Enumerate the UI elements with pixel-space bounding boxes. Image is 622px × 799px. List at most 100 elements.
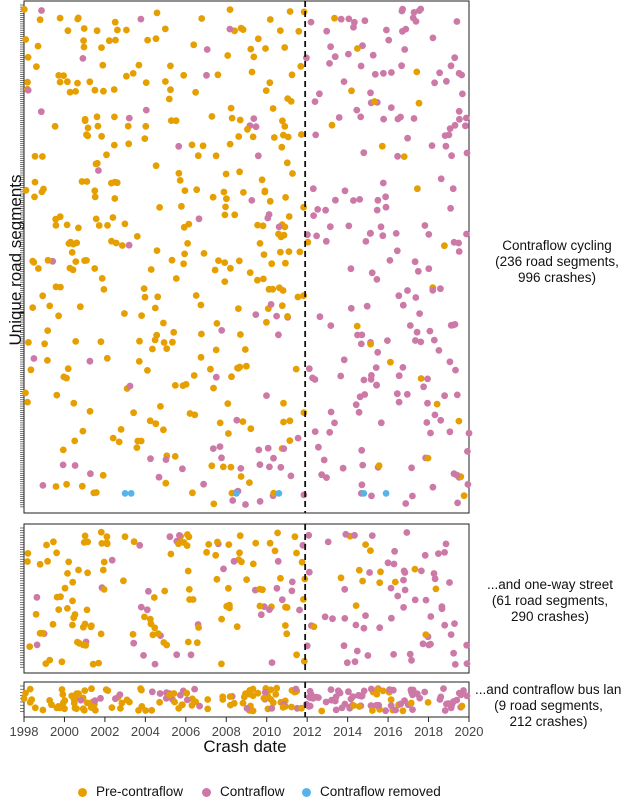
data-point-pre-contraflow xyxy=(391,578,399,586)
data-point-contraflow xyxy=(427,429,434,437)
data-point-contraflow xyxy=(395,398,403,406)
data-point-pre-contraflow xyxy=(83,699,91,707)
data-point-contraflow xyxy=(86,357,94,365)
data-point-contraflow xyxy=(413,690,421,698)
data-point-pre-contraflow xyxy=(274,529,281,537)
data-point-contraflow xyxy=(427,613,435,620)
data-point-contraflow xyxy=(431,411,439,419)
data-point-contraflow xyxy=(451,620,458,627)
data-point-contraflow xyxy=(347,304,355,312)
data-point-contraflow xyxy=(442,540,450,548)
data-point-pre-contraflow xyxy=(100,558,108,566)
data-point-pre-contraflow xyxy=(71,611,79,618)
data-point-contraflow xyxy=(380,69,387,77)
data-point-contraflow xyxy=(175,142,183,150)
data-point-contraflow xyxy=(453,471,461,479)
data-point-contraflow xyxy=(411,596,419,604)
data-point-contraflow xyxy=(345,50,352,58)
data-point-pre-contraflow xyxy=(375,462,383,470)
data-point-contraflow xyxy=(340,78,348,85)
data-point-contraflow xyxy=(305,531,313,539)
data-point-pre-contraflow xyxy=(154,293,162,301)
data-point-contraflow xyxy=(322,237,330,245)
data-point-pre-contraflow xyxy=(224,400,232,407)
data-point-pre-contraflow xyxy=(103,354,111,362)
data-point-contraflow xyxy=(368,269,376,277)
data-point-pre-contraflow xyxy=(293,549,300,557)
data-point-contraflow xyxy=(401,586,409,594)
data-point-pre-contraflow xyxy=(84,538,92,546)
data-point-contraflow xyxy=(441,549,448,556)
data-point-contraflow xyxy=(351,658,359,666)
data-point-contraflow xyxy=(386,257,394,264)
data-point-contraflow xyxy=(368,532,376,539)
data-point-contraflow xyxy=(310,212,317,220)
data-point-contraflow xyxy=(377,223,385,231)
data-point-contraflow xyxy=(130,639,138,647)
data-point-contraflow xyxy=(425,231,433,238)
data-point-pre-contraflow xyxy=(407,699,415,707)
data-point-contraflow xyxy=(288,578,296,586)
data-point-contraflow xyxy=(380,115,387,123)
data-point-contraflow xyxy=(220,565,227,573)
data-point-contraflow xyxy=(30,355,38,362)
data-point-pre-contraflow xyxy=(189,489,196,497)
data-point-pre-contraflow xyxy=(172,117,180,125)
data-point-pre-contraflow xyxy=(241,346,249,353)
data-point-pre-contraflow xyxy=(66,264,74,272)
data-point-pre-contraflow xyxy=(69,578,77,586)
data-point-contraflow xyxy=(340,642,348,650)
data-point-contraflow xyxy=(332,706,340,714)
data-point-pre-contraflow xyxy=(108,704,116,711)
data-point-pre-contraflow xyxy=(111,113,118,121)
data-point-pre-contraflow xyxy=(74,15,82,23)
data-point-pre-contraflow xyxy=(91,265,99,272)
data-point-contraflow xyxy=(448,700,456,708)
data-point-pre-contraflow xyxy=(105,37,113,45)
data-point-pre-contraflow xyxy=(76,303,84,311)
data-point-contraflow xyxy=(108,556,116,564)
data-point-contraflow xyxy=(451,121,459,129)
data-point-contraflow xyxy=(243,705,251,712)
legend-dot-contraflow-removed xyxy=(302,788,311,797)
data-point-contraflow xyxy=(447,204,454,212)
data-point-pre-contraflow xyxy=(118,699,126,707)
data-point-pre-contraflow xyxy=(262,87,270,94)
data-point-pre-contraflow xyxy=(156,698,164,706)
data-point-pre-contraflow xyxy=(22,36,30,43)
data-point-contraflow xyxy=(345,688,352,696)
data-point-pre-contraflow xyxy=(22,186,30,194)
data-point-pre-contraflow xyxy=(226,140,234,148)
data-point-contraflow xyxy=(425,265,433,273)
data-point-contraflow xyxy=(287,472,295,480)
x-tick-label: 2014 xyxy=(333,724,362,739)
data-point-pre-contraflow xyxy=(371,98,378,105)
data-point-contraflow xyxy=(203,46,211,53)
data-point-pre-contraflow xyxy=(160,426,167,434)
data-point-pre-contraflow xyxy=(261,187,269,195)
data-point-pre-contraflow xyxy=(111,18,119,26)
data-point-pre-contraflow xyxy=(180,539,188,546)
data-point-pre-contraflow xyxy=(59,691,67,698)
data-point-pre-contraflow xyxy=(367,547,374,554)
data-point-pre-contraflow xyxy=(181,187,189,195)
data-point-pre-contraflow xyxy=(31,178,39,186)
data-point-pre-contraflow xyxy=(39,706,47,714)
data-point-contraflow xyxy=(424,399,431,407)
data-point-pre-contraflow xyxy=(24,78,31,86)
data-point-contraflow xyxy=(327,408,335,416)
data-point-pre-contraflow xyxy=(98,275,106,282)
data-point-pre-contraflow xyxy=(146,417,154,425)
data-point-pre-contraflow xyxy=(184,638,192,646)
data-point-contraflow xyxy=(355,408,363,416)
x-tick-label: 2006 xyxy=(171,724,200,739)
data-point-pre-contraflow xyxy=(35,265,42,272)
data-point-pre-contraflow xyxy=(249,692,257,700)
data-point-pre-contraflow xyxy=(387,696,395,704)
data-point-pre-contraflow xyxy=(83,178,91,185)
data-point-pre-contraflow xyxy=(276,284,283,292)
data-point-contraflow xyxy=(358,692,365,700)
data-point-contraflow xyxy=(341,187,349,195)
data-point-pre-contraflow xyxy=(184,531,191,538)
data-point-contraflow xyxy=(256,461,264,468)
